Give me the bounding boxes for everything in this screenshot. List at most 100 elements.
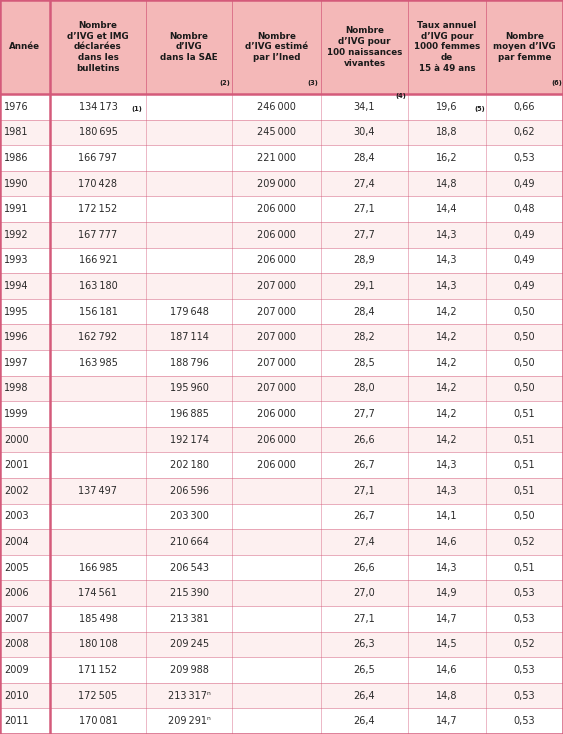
Text: 2005: 2005 [4, 562, 29, 573]
Text: (3): (3) [307, 80, 319, 86]
Text: 14,8: 14,8 [436, 691, 458, 700]
Bar [0, 222, 563, 247]
Text: 0,51: 0,51 [513, 435, 535, 445]
Text: 207 000: 207 000 [257, 281, 296, 291]
Bar [0, 0, 563, 94]
Text: 14,3: 14,3 [436, 281, 458, 291]
Text: Année: Année [9, 43, 41, 51]
Text: (2): (2) [219, 80, 230, 86]
Text: 156 181: 156 181 [78, 307, 118, 316]
Text: 172 505: 172 505 [78, 691, 118, 700]
Text: 206 543: 206 543 [169, 562, 209, 573]
Text: 1992: 1992 [4, 230, 29, 240]
Text: 0,66: 0,66 [513, 102, 535, 112]
Text: Nombre
d’IVG pour
100 naissances
vivantes: Nombre d’IVG pour 100 naissances vivante… [327, 26, 402, 68]
Text: 14,8: 14,8 [436, 178, 458, 189]
Text: 26,3: 26,3 [354, 639, 376, 650]
Text: 188 796: 188 796 [169, 357, 209, 368]
Bar [0, 401, 563, 426]
Text: Nombre
d’IVG
dans la SAE: Nombre d’IVG dans la SAE [160, 32, 218, 62]
Bar [0, 94, 563, 120]
Text: Taux annuel
d’IVG pour
1000 femmes
de
15 à 49 ans: Taux annuel d’IVG pour 1000 femmes de 15… [414, 21, 480, 73]
Text: 207 000: 207 000 [257, 307, 296, 316]
Text: 180 108: 180 108 [79, 639, 117, 650]
Text: 0,51: 0,51 [513, 409, 535, 419]
Text: 0,53: 0,53 [513, 716, 535, 726]
Text: 14,4: 14,4 [436, 204, 458, 214]
Text: 16,2: 16,2 [436, 153, 458, 163]
Text: 27,4: 27,4 [354, 537, 376, 547]
Bar [0, 631, 563, 657]
Text: 195 960: 195 960 [169, 383, 209, 393]
Text: 0,48: 0,48 [513, 204, 535, 214]
Text: 0,62: 0,62 [513, 128, 535, 137]
Text: 1981: 1981 [4, 128, 29, 137]
Text: 166 797: 166 797 [78, 153, 118, 163]
Text: 221 000: 221 000 [257, 153, 296, 163]
Text: 209 000: 209 000 [257, 178, 296, 189]
Text: 2007: 2007 [4, 614, 29, 624]
Bar [0, 350, 563, 376]
Text: 14,2: 14,2 [436, 333, 458, 342]
Text: 179 648: 179 648 [169, 307, 209, 316]
Text: 26,4: 26,4 [354, 691, 376, 700]
Bar [0, 504, 563, 529]
Text: 206 000: 206 000 [257, 409, 296, 419]
Text: 14,3: 14,3 [436, 255, 458, 266]
Text: 14,2: 14,2 [436, 435, 458, 445]
Text: 1998: 1998 [4, 383, 29, 393]
Text: 0,53: 0,53 [513, 614, 535, 624]
Text: 1994: 1994 [4, 281, 29, 291]
Text: 1986: 1986 [4, 153, 29, 163]
Text: 0,50: 0,50 [513, 307, 535, 316]
Text: 210 664: 210 664 [169, 537, 209, 547]
Text: 167 777: 167 777 [78, 230, 118, 240]
Text: 1996: 1996 [4, 333, 29, 342]
Text: 170 428: 170 428 [78, 178, 118, 189]
Text: 26,6: 26,6 [354, 562, 376, 573]
Text: 27,0: 27,0 [354, 588, 376, 598]
Text: 203 300: 203 300 [169, 512, 209, 521]
Text: 1997: 1997 [4, 357, 29, 368]
Text: 26,5: 26,5 [354, 665, 376, 675]
Text: 207 000: 207 000 [257, 357, 296, 368]
Text: 245 000: 245 000 [257, 128, 296, 137]
Text: 1999: 1999 [4, 409, 29, 419]
Text: 2009: 2009 [4, 665, 29, 675]
Text: Nombre
moyen d’IVG
par femme: Nombre moyen d’IVG par femme [493, 32, 556, 62]
Text: 0,51: 0,51 [513, 562, 535, 573]
Text: 196 885: 196 885 [169, 409, 209, 419]
Text: 206 596: 206 596 [169, 486, 209, 495]
Text: 174 561: 174 561 [78, 588, 118, 598]
Bar [0, 555, 563, 581]
Text: 0,52: 0,52 [513, 639, 535, 650]
Text: 209 291ⁿ: 209 291ⁿ [168, 716, 211, 726]
Text: 14,1: 14,1 [436, 512, 458, 521]
Bar [0, 683, 563, 708]
Text: 0,49: 0,49 [513, 230, 535, 240]
Text: 166 985: 166 985 [78, 562, 118, 573]
Text: 2002: 2002 [4, 486, 29, 495]
Text: 14,5: 14,5 [436, 639, 458, 650]
Text: 213 381: 213 381 [169, 614, 209, 624]
Text: 206 000: 206 000 [257, 230, 296, 240]
Text: 14,2: 14,2 [436, 383, 458, 393]
Text: 18,8: 18,8 [436, 128, 458, 137]
Text: 2001: 2001 [4, 460, 29, 470]
Text: 27,7: 27,7 [354, 409, 376, 419]
Text: 1976: 1976 [4, 102, 29, 112]
Text: 27,1: 27,1 [354, 486, 376, 495]
Text: 209 245: 209 245 [169, 639, 209, 650]
Text: 27,1: 27,1 [354, 204, 376, 214]
Text: 213 317ⁿ: 213 317ⁿ [168, 691, 211, 700]
Text: 137 497: 137 497 [78, 486, 118, 495]
Text: 0,51: 0,51 [513, 486, 535, 495]
Text: 2006: 2006 [4, 588, 29, 598]
Text: 1995: 1995 [4, 307, 29, 316]
Bar [0, 606, 563, 631]
Text: 134 173: 134 173 [78, 102, 118, 112]
Bar [0, 120, 563, 145]
Text: (6): (6) [551, 80, 562, 86]
Text: 166 921: 166 921 [78, 255, 118, 266]
Bar [0, 197, 563, 222]
